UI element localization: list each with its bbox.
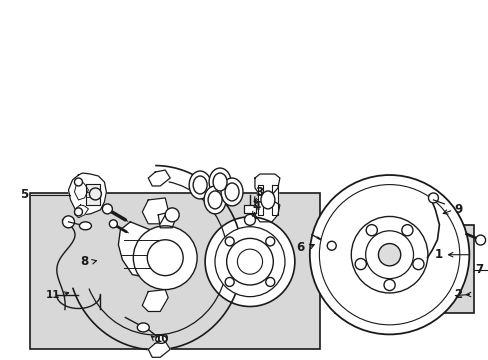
Circle shape: [215, 227, 285, 297]
Circle shape: [401, 225, 412, 236]
Polygon shape: [74, 205, 88, 218]
Circle shape: [365, 231, 413, 279]
Circle shape: [165, 208, 179, 222]
Text: 3: 3: [254, 186, 263, 199]
Circle shape: [62, 216, 74, 228]
Text: 11: 11: [46, 289, 61, 300]
Text: 7: 7: [474, 263, 483, 276]
Circle shape: [237, 249, 262, 274]
Ellipse shape: [156, 336, 166, 343]
Ellipse shape: [209, 168, 230, 196]
Ellipse shape: [80, 222, 91, 230]
Circle shape: [74, 208, 82, 216]
Circle shape: [170, 241, 178, 249]
Polygon shape: [258, 185, 263, 215]
Polygon shape: [254, 202, 279, 222]
Ellipse shape: [213, 173, 226, 191]
Circle shape: [147, 240, 183, 276]
Text: 10: 10: [155, 334, 169, 345]
Text: 8: 8: [80, 255, 88, 268]
Bar: [334, 225, 473, 313]
Ellipse shape: [224, 183, 239, 201]
Polygon shape: [74, 180, 88, 200]
Circle shape: [225, 237, 234, 246]
Circle shape: [102, 204, 112, 214]
Circle shape: [427, 193, 438, 203]
Text: 2: 2: [453, 288, 462, 301]
Polygon shape: [142, 198, 168, 224]
Circle shape: [378, 244, 400, 266]
Text: 4: 4: [251, 201, 260, 213]
Polygon shape: [118, 222, 166, 278]
Circle shape: [204, 217, 294, 306]
Polygon shape: [254, 174, 279, 195]
Polygon shape: [158, 212, 175, 228]
Circle shape: [265, 237, 274, 246]
Circle shape: [309, 175, 468, 334]
Ellipse shape: [137, 323, 149, 332]
Polygon shape: [142, 289, 168, 311]
Bar: [30, 193, 320, 348]
Circle shape: [319, 185, 459, 325]
Circle shape: [226, 238, 273, 285]
Circle shape: [366, 225, 377, 236]
Circle shape: [412, 258, 423, 270]
Circle shape: [326, 241, 336, 250]
Ellipse shape: [261, 191, 274, 209]
Polygon shape: [86, 184, 100, 205]
Circle shape: [225, 278, 234, 287]
Text: 9: 9: [453, 203, 462, 216]
Circle shape: [383, 279, 394, 291]
Text: 6: 6: [296, 241, 304, 254]
Circle shape: [109, 220, 117, 228]
Ellipse shape: [208, 191, 222, 209]
Circle shape: [265, 278, 274, 287]
Text: 1: 1: [433, 248, 442, 261]
Ellipse shape: [221, 178, 243, 206]
Bar: [244, 205, 255, 213]
Circle shape: [354, 258, 366, 270]
Circle shape: [133, 226, 197, 289]
Ellipse shape: [203, 186, 225, 214]
Polygon shape: [148, 170, 170, 186]
Circle shape: [244, 214, 255, 225]
Polygon shape: [148, 341, 170, 357]
Ellipse shape: [189, 171, 211, 199]
Ellipse shape: [193, 176, 207, 194]
Polygon shape: [271, 185, 277, 215]
Polygon shape: [68, 173, 106, 215]
Circle shape: [89, 188, 101, 200]
Text: 5: 5: [20, 188, 29, 202]
Circle shape: [350, 216, 427, 293]
Circle shape: [475, 235, 485, 245]
Circle shape: [74, 178, 82, 186]
